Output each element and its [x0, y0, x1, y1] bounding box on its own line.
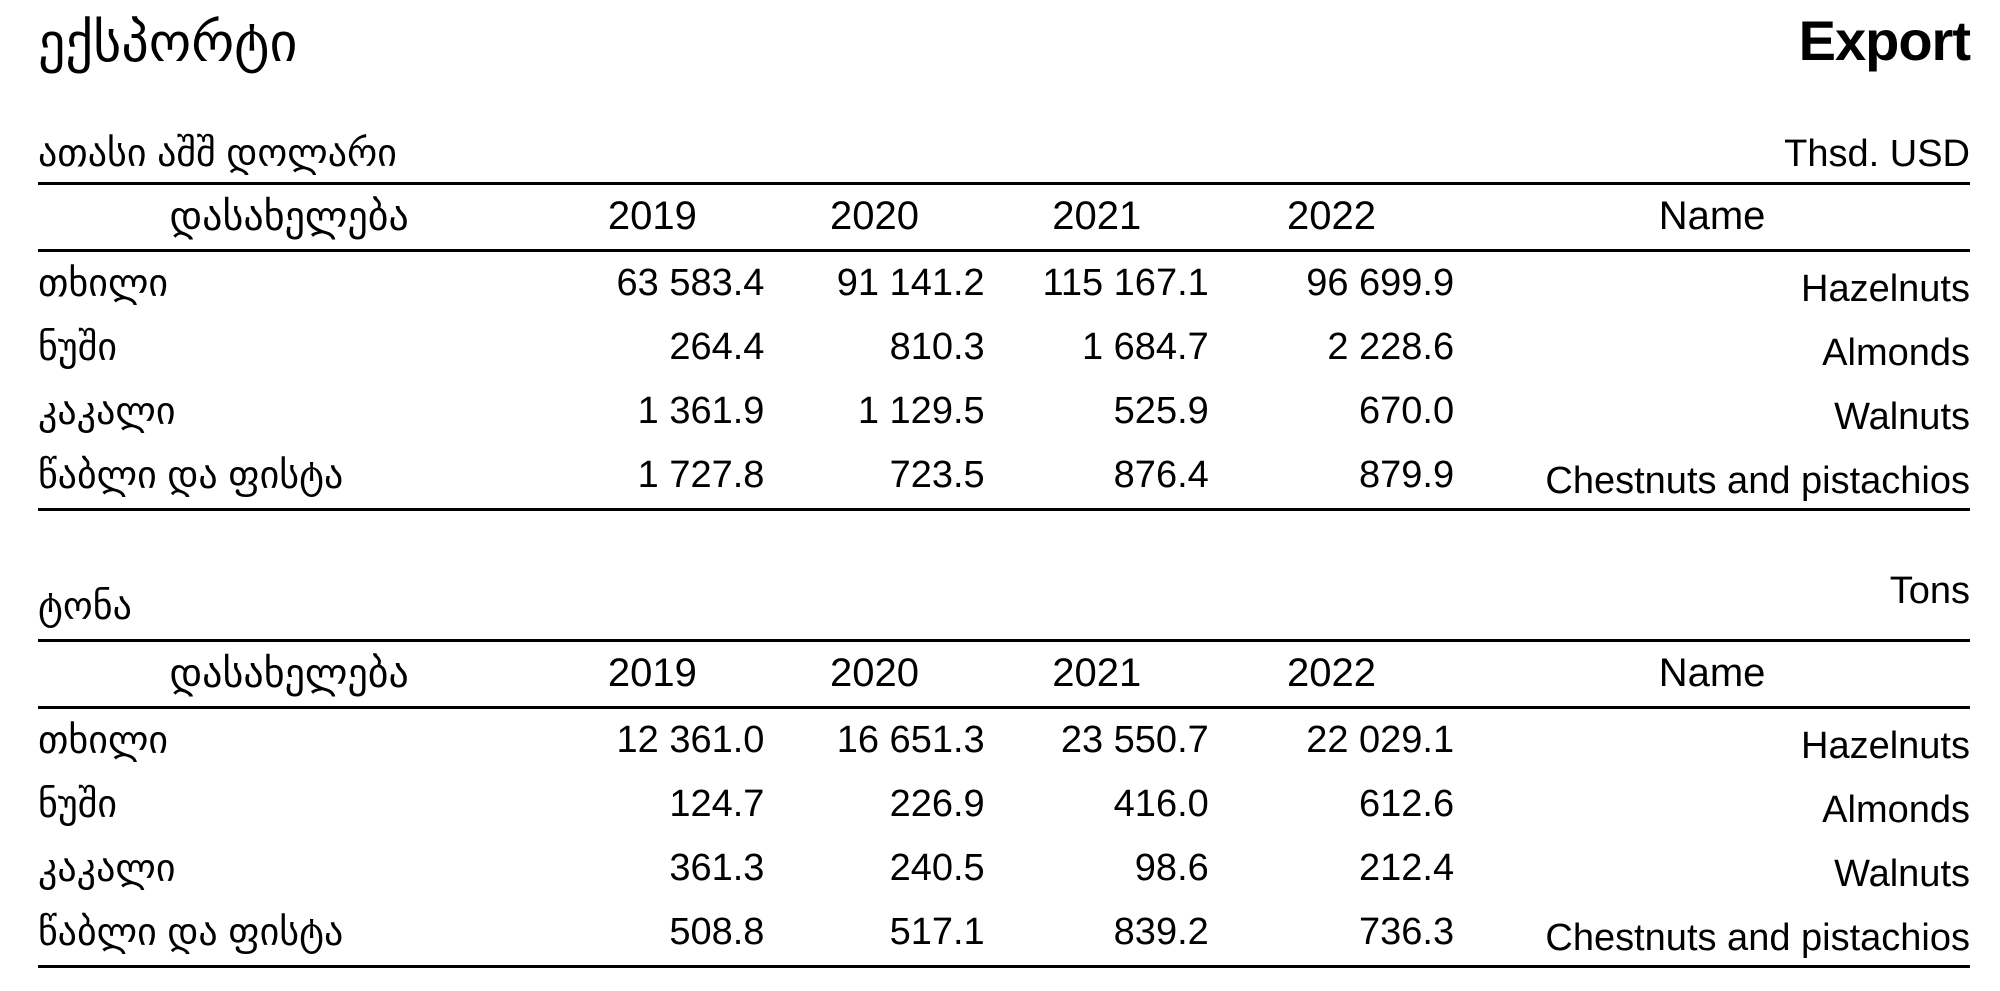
- value-cell: 2 228.6: [1327, 326, 1455, 369]
- value-cell: 839.2: [1113, 911, 1209, 954]
- row-label-english: Hazelnuts: [1454, 707, 1970, 773]
- row-label-english-text: Walnuts: [1834, 396, 1970, 439]
- tons-table: დასახელება 2019 2020 2021 2022 Name თხილ…: [38, 638, 1970, 968]
- page-title-english: Export: [1798, 9, 1971, 72]
- value-cell: 226.9: [889, 783, 985, 826]
- unit-row-usd: ათასი აშშ დოლარი Thsd. USD: [38, 133, 1970, 182]
- column-header-year-2019: 2019: [540, 183, 765, 252]
- value-cell: 416.0: [1113, 783, 1209, 826]
- table-row-chestnuts-pistachios: წაბლი და ფისტა 1 727.8 723.5 876.4 879.9…: [38, 444, 1970, 510]
- row-label-georgian: წაბლი და ფისტა: [38, 912, 344, 955]
- unit-label-georgian: ათასი აშშ დოლარი: [38, 133, 397, 175]
- value-cell: 91 141.2: [836, 262, 985, 305]
- table-row-chestnuts-pistachios: წაბლი და ფისტა 508.8 517.1 839.2 736.3 C…: [38, 901, 1970, 967]
- table-row-hazelnuts: თხილი 12 361.0 16 651.3 23 550.7 22 029.…: [38, 707, 1970, 773]
- row-label-georgian: თხილი: [38, 720, 169, 763]
- value-cell: 1 361.9: [637, 390, 765, 433]
- row-label-georgian: წაბლი და ფისტა: [38, 455, 344, 498]
- page-header: ექსპორტი Export: [38, 9, 1971, 76]
- value-cell: 1 684.7: [1081, 326, 1209, 369]
- row-label-english-text: Walnuts: [1834, 853, 1970, 896]
- row-label-english: Almonds: [1454, 316, 1970, 380]
- row-label-georgian: ნუში: [38, 327, 118, 370]
- value-cell: 879.9: [1359, 454, 1455, 497]
- value-cell: 23 550.7: [1060, 719, 1209, 762]
- row-label-english-text: Chestnuts and pistachios: [1545, 917, 1970, 960]
- value-cell: 12 361.0: [616, 719, 765, 762]
- row-label-english: Hazelnuts: [1454, 250, 1970, 316]
- value-cell: 508.8: [669, 911, 765, 954]
- row-label-english-text: Almonds: [1822, 789, 1970, 832]
- column-header-name-english: Name: [1454, 183, 1970, 252]
- value-cell: 670.0: [1359, 390, 1455, 433]
- value-cell: 124.7: [669, 783, 765, 826]
- column-header-name-georgian: დასახელება: [38, 640, 541, 709]
- unit-label-english: Tons: [1889, 569, 1970, 612]
- column-header-name-georgian: დასახელება: [38, 183, 541, 252]
- value-cell: 264.4: [669, 326, 765, 369]
- unit-label-english: Thsd. USD: [1784, 133, 1970, 175]
- value-cell: 115 167.1: [1042, 262, 1209, 305]
- row-label-english-text: Chestnuts and pistachios: [1545, 460, 1970, 503]
- value-cell: 723.5: [889, 454, 985, 497]
- value-cell: 361.3: [669, 847, 765, 890]
- value-cell: 22 029.1: [1306, 719, 1455, 762]
- row-label-english: Almonds: [1454, 773, 1970, 837]
- value-cell: 876.4: [1113, 454, 1209, 497]
- column-header-year-2021: 2021: [984, 183, 1209, 252]
- value-cell: 16 651.3: [836, 719, 985, 762]
- row-label-english: Walnuts: [1454, 837, 1970, 901]
- value-cell: 1 727.8: [637, 454, 765, 497]
- value-cell: 63 583.4: [616, 262, 765, 305]
- row-label-english: Walnuts: [1454, 380, 1970, 444]
- column-header-year-2020: 2020: [764, 640, 985, 709]
- row-label-english: Chestnuts and pistachios: [1454, 901, 1970, 967]
- unit-row-tons: ტონა Tons: [38, 570, 1970, 639]
- column-header-year-2022: 2022: [1208, 640, 1455, 709]
- row-label-georgian: კაკალი: [38, 391, 176, 434]
- value-cell: 212.4: [1359, 847, 1455, 890]
- row-label-georgian: კაკალი: [38, 848, 176, 891]
- row-label-english-text: Almonds: [1822, 332, 1970, 375]
- value-cell: 98.6: [1134, 847, 1209, 890]
- value-cell: 96 699.9: [1306, 262, 1455, 305]
- row-label-english-text: Hazelnuts: [1801, 268, 1970, 311]
- column-header-year-2019: 2019: [540, 640, 765, 709]
- column-header-name-english: Name: [1454, 640, 1970, 709]
- table-row-almonds: ნუში 264.4 810.3 1 684.7 2 228.6 Almonds: [38, 316, 1970, 380]
- value-cell: 612.6: [1359, 783, 1455, 826]
- column-header-year-2022: 2022: [1208, 183, 1455, 252]
- table-row-walnuts: კაკალი 361.3 240.5 98.6 212.4 Walnuts: [38, 837, 1970, 901]
- column-header-year-2021: 2021: [984, 640, 1209, 709]
- value-cell: 517.1: [889, 911, 985, 954]
- row-label-georgian: ნუში: [38, 784, 118, 827]
- table-row-walnuts: კაკალი 1 361.9 1 129.5 525.9 670.0 Walnu…: [38, 380, 1970, 444]
- row-label-georgian: თხილი: [38, 263, 169, 306]
- row-label-english: Chestnuts and pistachios: [1454, 444, 1970, 510]
- unit-label-georgian: ტონა: [38, 585, 132, 628]
- value-cell: 240.5: [889, 847, 985, 890]
- value-cell: 525.9: [1113, 390, 1209, 433]
- table-row-hazelnuts: თხილი 63 583.4 91 141.2 115 167.1 96 699…: [38, 250, 1970, 316]
- usd-table-header-row: დასახელება 2019 2020 2021 2022 Name: [38, 183, 1970, 252]
- row-label-english-text: Hazelnuts: [1801, 725, 1970, 768]
- tons-table-header-row: დასახელება 2019 2020 2021 2022 Name: [38, 640, 1970, 709]
- page-title-georgian: ექსპორტი: [38, 13, 298, 73]
- value-cell: 1 129.5: [857, 390, 985, 433]
- usd-table: დასახელება 2019 2020 2021 2022 Name თხილ…: [38, 181, 1970, 511]
- value-cell: 736.3: [1359, 911, 1455, 954]
- table-row-almonds: ნუში 124.7 226.9 416.0 612.6 Almonds: [38, 773, 1970, 837]
- column-header-year-2020: 2020: [764, 183, 985, 252]
- value-cell: 810.3: [889, 326, 985, 369]
